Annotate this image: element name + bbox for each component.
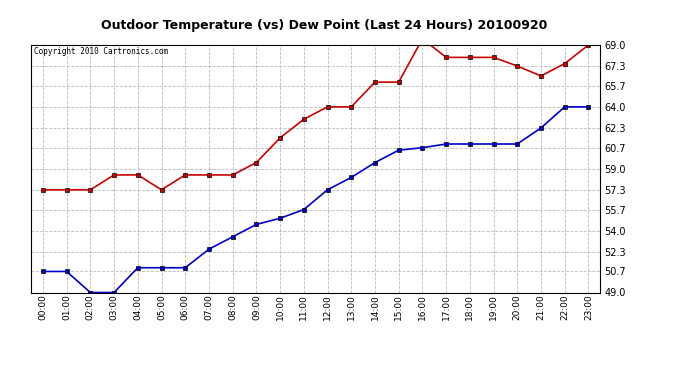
Text: Outdoor Temperature (vs) Dew Point (Last 24 Hours) 20100920: Outdoor Temperature (vs) Dew Point (Last… [101, 19, 547, 32]
Text: Copyright 2010 Cartronics.com: Copyright 2010 Cartronics.com [34, 48, 168, 57]
